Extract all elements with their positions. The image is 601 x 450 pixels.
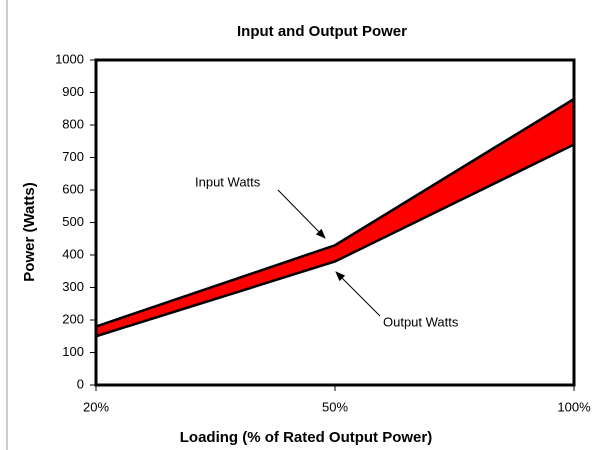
band-fill: [96, 99, 574, 337]
y-tick-label: 700: [62, 149, 84, 164]
y-tick-label: 300: [62, 279, 84, 294]
y-tick-label: 1000: [55, 51, 84, 66]
annotation-arrow: [335, 271, 381, 317]
annotation: Input Watts: [195, 174, 261, 189]
plot-area: [95, 97, 575, 338]
x-tick-label: 50%: [322, 399, 348, 414]
y-tick-label: 800: [62, 116, 84, 131]
annotation: Output Watts: [383, 314, 459, 329]
x-tick-label: 100%: [557, 399, 591, 414]
y-tick-label: 0: [77, 376, 84, 391]
y-tick-label: 100: [62, 344, 84, 359]
y-tick-label: 500: [62, 214, 84, 229]
y-tick-label: 200: [62, 311, 84, 326]
x-tick-label: 20%: [83, 399, 109, 414]
y-tick-label: 600: [62, 181, 84, 196]
series-line: [95, 97, 575, 328]
series-line: [95, 143, 575, 338]
y-tick-label: 400: [62, 246, 84, 261]
y-axis-label: Power (Watts): [21, 182, 38, 281]
y-tick-label: 900: [62, 84, 84, 99]
x-axis-label: Loading (% of Rated Output Power): [180, 429, 432, 446]
annotation-arrow: [277, 189, 326, 239]
chart-title: Input and Output Power: [237, 23, 407, 40]
